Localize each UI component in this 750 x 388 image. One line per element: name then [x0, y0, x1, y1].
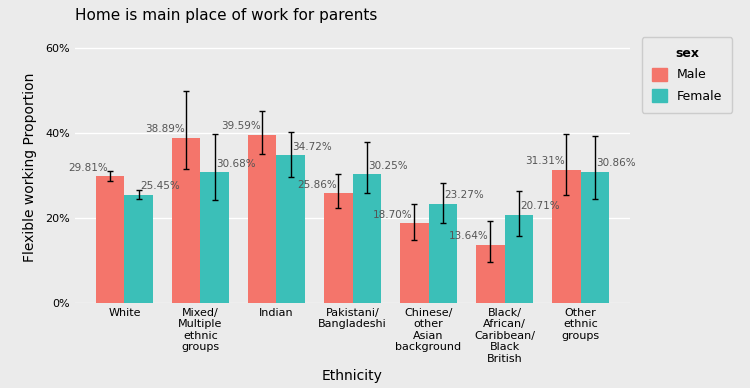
Y-axis label: Flexible working Proportion: Flexible working Proportion: [23, 72, 37, 262]
Text: 23.27%: 23.27%: [445, 191, 485, 201]
Bar: [95, 176, 124, 303]
Text: 30.86%: 30.86%: [596, 158, 636, 168]
X-axis label: Ethnicity: Ethnicity: [322, 369, 383, 383]
Text: 39.59%: 39.59%: [220, 121, 260, 131]
Bar: [172, 138, 200, 303]
Text: 25.86%: 25.86%: [297, 180, 337, 189]
Bar: [400, 223, 428, 303]
Bar: [552, 170, 580, 303]
Text: 31.31%: 31.31%: [525, 156, 565, 166]
Text: 34.72%: 34.72%: [292, 142, 332, 152]
Bar: [580, 171, 610, 303]
Text: 29.81%: 29.81%: [69, 163, 109, 173]
Text: 20.71%: 20.71%: [520, 201, 560, 211]
Text: 25.45%: 25.45%: [140, 181, 180, 191]
Text: 30.68%: 30.68%: [217, 159, 256, 169]
Legend: Male, Female: Male, Female: [642, 37, 732, 113]
Text: Home is main place of work for parents: Home is main place of work for parents: [75, 8, 377, 23]
Bar: [505, 215, 533, 303]
Bar: [248, 135, 277, 303]
Text: 30.25%: 30.25%: [368, 161, 408, 171]
Bar: [323, 193, 352, 303]
Bar: [200, 172, 230, 303]
Bar: [352, 174, 382, 303]
Text: 18.70%: 18.70%: [373, 210, 413, 220]
Bar: [476, 245, 505, 303]
Bar: [124, 195, 153, 303]
Bar: [277, 155, 305, 303]
Text: 38.89%: 38.89%: [145, 124, 184, 134]
Bar: [428, 204, 457, 303]
Text: 13.64%: 13.64%: [448, 231, 488, 241]
